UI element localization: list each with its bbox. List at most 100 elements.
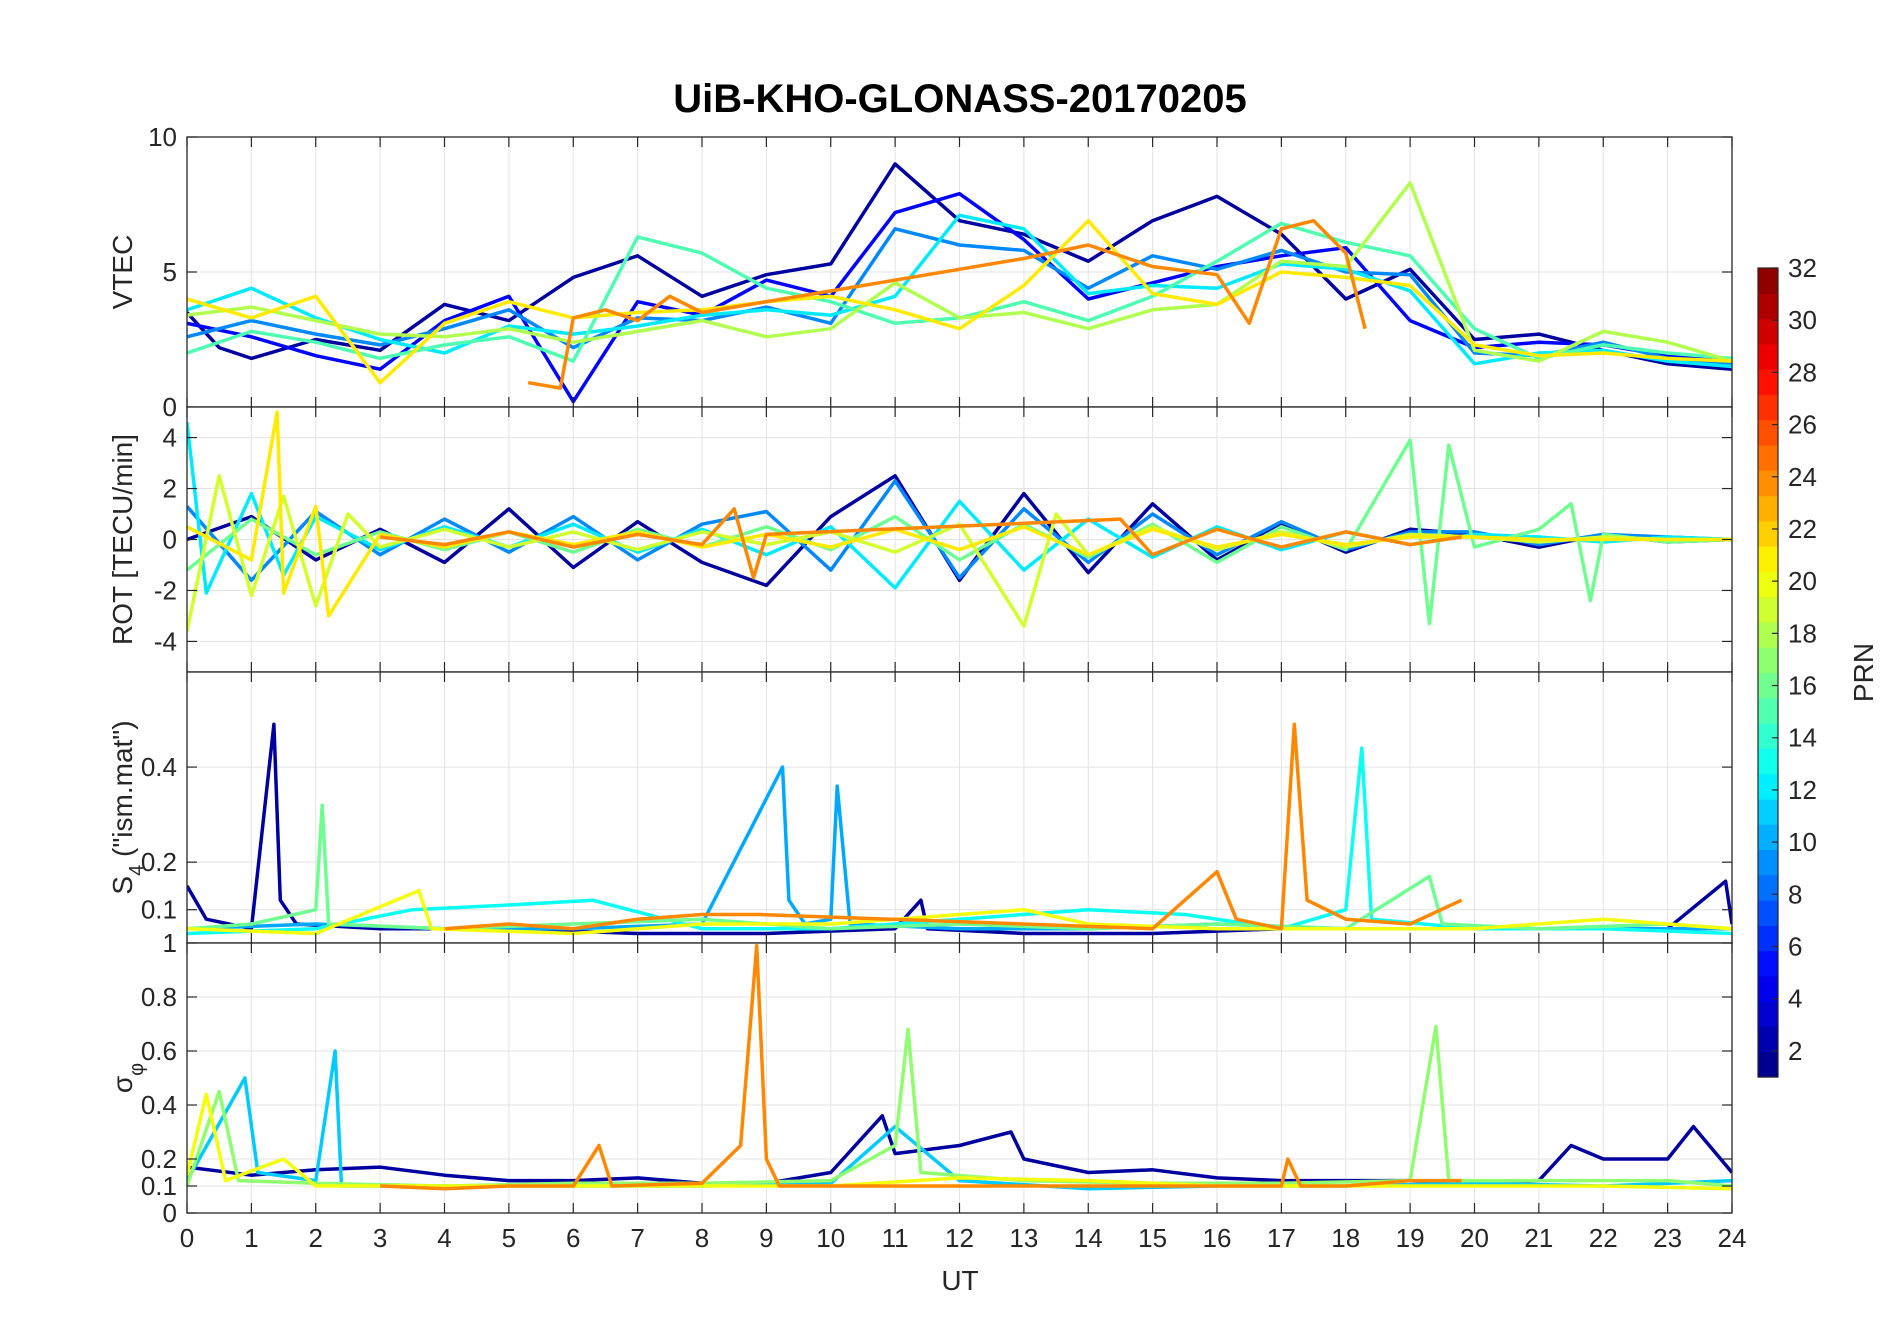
y-axis-label: VTEC <box>107 235 138 310</box>
colorbar-tick-label: 16 <box>1788 671 1817 701</box>
series-line-prn-24 <box>380 943 1462 1191</box>
x-tick-label: 1 <box>244 1223 258 1253</box>
series-group <box>187 722 1732 936</box>
x-tick-label: 2 <box>309 1223 323 1253</box>
y-tick-label: 0 <box>163 525 177 555</box>
colorbar-segment <box>1758 571 1778 598</box>
colorbar-segment <box>1758 849 1778 876</box>
colorbar-tick-label: 12 <box>1788 775 1817 805</box>
colorbar-tick-label: 32 <box>1788 253 1817 283</box>
colorbar-segment <box>1758 950 1778 977</box>
series-line-prn-21 <box>187 218 1732 385</box>
colorbar-segment <box>1758 1051 1778 1078</box>
x-tick-label: 14 <box>1074 1223 1103 1253</box>
y-tick-label: 0.1 <box>141 895 177 925</box>
colorbar-segment <box>1758 546 1778 572</box>
y-tick-label: 0.4 <box>141 752 177 782</box>
colorbar-segment <box>1758 520 1778 547</box>
colorbar-segment <box>1758 318 1778 345</box>
colorbar-tick-label: 26 <box>1788 410 1817 440</box>
series-line-prn-18 <box>187 181 1732 363</box>
y-tick-label: 0.6 <box>141 1036 177 1066</box>
y-tick-label: -2 <box>154 575 177 605</box>
y-tick-label: 0.1 <box>141 1171 177 1201</box>
series-line-prn-21 <box>187 410 1732 618</box>
x-tick-label: 6 <box>566 1223 580 1253</box>
colorbar-segment <box>1758 293 1778 320</box>
panel-sigma: 00.10.20.40.60.810 1 2 3 4 5 6 7 8 9 10 11 12 13 14 15 1… <box>107 928 1746 1253</box>
series-group <box>187 943 1732 1191</box>
colorbar-segment <box>1758 723 1778 749</box>
series-line-prn-17 <box>187 1024 1732 1188</box>
y-tick-label: 0 <box>163 1198 177 1228</box>
x-tick-label: 4 <box>437 1223 451 1253</box>
x-tick-label: 8 <box>695 1223 709 1253</box>
colorbar-tick-label: 2 <box>1788 1036 1802 1066</box>
y-tick-label: 0.2 <box>141 1144 177 1174</box>
series-line-prn-24 <box>444 722 1463 931</box>
series-line-prn-24 <box>527 218 1367 390</box>
colorbar-tick-label: 30 <box>1788 305 1817 335</box>
colorbar-tick-label: 8 <box>1788 879 1802 909</box>
y-tick-label: 1 <box>163 928 177 958</box>
series-line-prn-24 <box>379 507 1462 580</box>
colorbar-segment <box>1758 975 1778 1002</box>
y-tick-label: 2 <box>163 474 177 504</box>
colorbar-tick-label: 28 <box>1788 357 1817 387</box>
x-tick-label: 7 <box>630 1223 644 1253</box>
y-tick-label: 0.2 <box>141 847 177 877</box>
panel-s4: 0.1 0.2 0.4S4 ("ism.mat") <box>107 671 1733 944</box>
series-line-prn-9 <box>187 227 1732 366</box>
x-tick-label: 12 <box>945 1223 974 1253</box>
x-tick-label: 23 <box>1653 1223 1682 1253</box>
colorbar-tick-label: 24 <box>1788 462 1817 492</box>
x-tick-label: 3 <box>373 1223 387 1253</box>
colorbar-tick-label: 22 <box>1788 514 1817 544</box>
y-axis-label: σφ <box>107 1063 148 1093</box>
y-tick-label: 5 <box>163 257 177 287</box>
series-line-prn-16 <box>187 803 1732 931</box>
x-tick-label: 16 <box>1203 1223 1232 1253</box>
colorbar-segment <box>1758 798 1778 825</box>
colorbar-segment <box>1758 343 1778 370</box>
x-axis-label: UT <box>941 1265 978 1296</box>
x-tick-label: 15 <box>1138 1223 1167 1253</box>
colorbar-tick-label: 4 <box>1788 984 1802 1014</box>
colorbar-label: PRN <box>1848 643 1879 702</box>
x-tick-label: 19 <box>1396 1223 1425 1253</box>
x-tick-label: 9 <box>759 1223 773 1253</box>
x-tick-label: 10 <box>816 1223 845 1253</box>
series-line-prn-2 <box>187 1114 1732 1186</box>
colorbar-segment <box>1758 419 1778 446</box>
y-axis-label: S4 ("ism.mat") <box>107 720 148 894</box>
colorbar-tick-label: 6 <box>1788 932 1802 962</box>
x-tick-label: 22 <box>1589 1223 1618 1253</box>
colorbar-segment <box>1758 621 1778 648</box>
colorbar-segment <box>1758 672 1778 699</box>
x-tick-label: 0 <box>180 1223 194 1253</box>
colorbar-segment <box>1758 900 1778 926</box>
colorbar-segment <box>1758 824 1778 851</box>
colorbar-segment <box>1758 470 1778 497</box>
x-tick-label: 24 <box>1718 1223 1747 1253</box>
y-tick-label: 0.4 <box>141 1090 177 1120</box>
series-group <box>187 162 1732 404</box>
colorbar-segment <box>1758 874 1778 901</box>
x-tick-label: 13 <box>1009 1223 1038 1253</box>
panel-rot: -4 -2 0 2 4 ROT [TECU/min] <box>107 406 1733 673</box>
panel-vtec: 0 5 10 VTEC <box>107 122 1733 422</box>
colorbar-tick-label: 20 <box>1788 566 1817 596</box>
colorbar-segment <box>1758 1001 1778 1028</box>
x-tick-label: 17 <box>1267 1223 1296 1253</box>
y-axis-label: ROT [TECU/min] <box>107 434 138 645</box>
colorbar-segment <box>1758 495 1778 522</box>
colorbar-frame <box>1757 267 1779 1078</box>
colorbar-segment <box>1758 369 1778 396</box>
chart-title: UiB-KHO-GLONASS-20170205 <box>673 77 1247 121</box>
x-tick-label: 18 <box>1331 1223 1360 1253</box>
colorbar-segment <box>1758 268 1778 294</box>
colorbar-segment <box>1758 748 1778 775</box>
